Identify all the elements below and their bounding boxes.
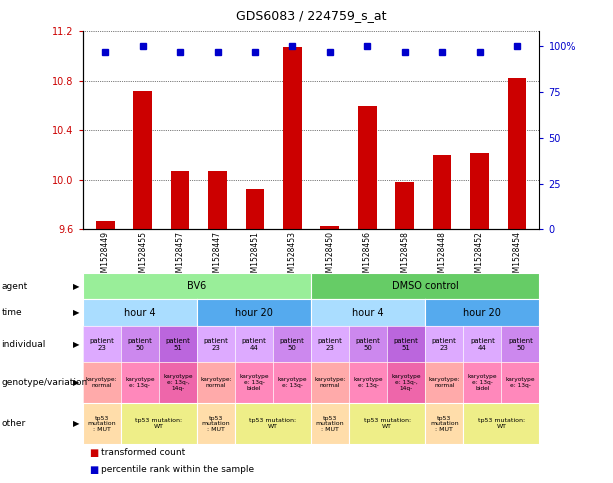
Text: tp53
mutation
: MUT: tp53 mutation : MUT: [430, 415, 459, 432]
Text: patient
44: patient 44: [242, 338, 267, 351]
Text: patient
51: patient 51: [394, 338, 419, 351]
Text: patient
23: patient 23: [204, 338, 229, 351]
Text: hour 20: hour 20: [235, 308, 273, 318]
Text: hour 20: hour 20: [463, 308, 501, 318]
Bar: [433, 155, 451, 229]
Text: patient
50: patient 50: [356, 338, 381, 351]
Text: individual: individual: [1, 340, 45, 349]
Text: karyotype
e: 13q-,
14q-: karyotype e: 13q-, 14q-: [392, 374, 421, 391]
Text: ■: ■: [89, 465, 98, 475]
Bar: [508, 78, 527, 229]
Text: patient
50: patient 50: [508, 338, 533, 351]
Bar: [171, 171, 189, 229]
Text: patient
50: patient 50: [280, 338, 305, 351]
Text: patient
44: patient 44: [470, 338, 495, 351]
Text: GDS6083 / 224759_s_at: GDS6083 / 224759_s_at: [236, 9, 386, 22]
Text: karyotype
e: 13q-
bidel: karyotype e: 13q- bidel: [468, 374, 497, 391]
Text: patient
50: patient 50: [128, 338, 152, 351]
Text: karyotype:
normal: karyotype: normal: [200, 377, 232, 388]
Text: percentile rank within the sample: percentile rank within the sample: [101, 465, 254, 474]
Bar: [283, 47, 302, 229]
Text: ▶: ▶: [73, 340, 80, 349]
Text: time: time: [1, 308, 22, 317]
Text: ▶: ▶: [73, 308, 80, 317]
Bar: [395, 183, 414, 229]
Text: tp53 mutation:
WT: tp53 mutation: WT: [364, 418, 411, 429]
Bar: [246, 188, 264, 229]
Text: genotype/variation: genotype/variation: [1, 378, 88, 387]
Text: ■: ■: [89, 448, 98, 458]
Text: DMSO control: DMSO control: [392, 281, 459, 291]
Text: ▶: ▶: [73, 378, 80, 387]
Text: tp53
mutation
: MUT: tp53 mutation : MUT: [316, 415, 345, 432]
Bar: [96, 221, 115, 229]
Text: ▶: ▶: [73, 282, 80, 291]
Text: patient
51: patient 51: [166, 338, 190, 351]
Text: karyotype:
normal: karyotype: normal: [314, 377, 346, 388]
Text: tp53
mutation
: MUT: tp53 mutation : MUT: [202, 415, 230, 432]
Bar: [358, 106, 376, 229]
Text: karyotype:
normal: karyotype: normal: [86, 377, 118, 388]
Text: tp53 mutation:
WT: tp53 mutation: WT: [249, 418, 297, 429]
Text: tp53
mutation
: MUT: tp53 mutation : MUT: [88, 415, 116, 432]
Text: agent: agent: [1, 282, 28, 291]
Text: BV6: BV6: [188, 281, 207, 291]
Text: ▶: ▶: [73, 419, 80, 428]
Text: patient
23: patient 23: [318, 338, 343, 351]
Text: karyotype
e: 13q-: karyotype e: 13q-: [506, 377, 535, 388]
Text: hour 4: hour 4: [124, 308, 156, 318]
Text: karyotype
e: 13q-: karyotype e: 13q-: [125, 377, 154, 388]
Bar: [321, 226, 339, 229]
Text: patient
23: patient 23: [432, 338, 457, 351]
Text: karyotype
e: 13q-
bidel: karyotype e: 13q- bidel: [239, 374, 269, 391]
Text: hour 4: hour 4: [352, 308, 384, 318]
Text: karyotype
e: 13q-,
14q-: karyotype e: 13q-, 14q-: [163, 374, 192, 391]
Bar: [208, 171, 227, 229]
Bar: [133, 91, 152, 229]
Text: other: other: [1, 419, 26, 428]
Text: karyotype
e: 13q-: karyotype e: 13q-: [277, 377, 307, 388]
Text: patient
23: patient 23: [89, 338, 114, 351]
Bar: [470, 153, 489, 229]
Text: transformed count: transformed count: [101, 448, 185, 457]
Text: karyotype:
normal: karyotype: normal: [428, 377, 460, 388]
Text: tp53 mutation:
WT: tp53 mutation: WT: [135, 418, 183, 429]
Text: tp53 mutation:
WT: tp53 mutation: WT: [478, 418, 525, 429]
Text: karyotype
e: 13q-: karyotype e: 13q-: [353, 377, 383, 388]
